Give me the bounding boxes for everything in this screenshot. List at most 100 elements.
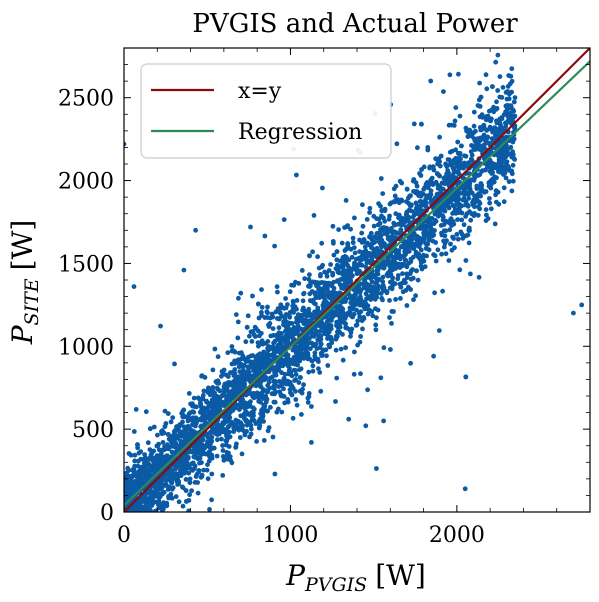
scatter-point <box>137 478 143 483</box>
scatter-point <box>187 410 193 416</box>
scatter-point <box>191 395 197 401</box>
scatter-point <box>244 324 250 330</box>
scatter-point <box>457 205 462 210</box>
scatter-point <box>176 499 182 505</box>
scatter-point <box>169 434 175 440</box>
scatter-point <box>207 430 213 436</box>
scatter-point <box>424 218 430 224</box>
y-axis-label-sub: SITE <box>21 278 43 325</box>
scatter-point <box>245 364 251 370</box>
scatter-point <box>183 459 189 465</box>
scatter-point <box>348 270 354 275</box>
scatter-point <box>337 264 343 270</box>
scatter-point <box>430 238 436 244</box>
scatter-point <box>128 452 134 458</box>
scatter-point <box>254 381 260 386</box>
scatter-point <box>179 410 185 416</box>
scatter-point <box>461 165 466 171</box>
y-axis-label-main: P <box>6 324 39 345</box>
scatter-point <box>509 66 515 72</box>
scatter-point <box>392 193 398 199</box>
scatter-point <box>423 246 429 251</box>
scatter-point <box>377 230 382 236</box>
scatter-point <box>256 301 261 307</box>
scatter-point <box>261 349 267 355</box>
scatter-point <box>316 333 322 339</box>
scatter-point <box>457 157 463 162</box>
scatter-point <box>419 121 424 127</box>
scatter-point <box>265 304 270 310</box>
scatter-point <box>401 253 406 259</box>
scatter-point <box>257 341 263 347</box>
scatter-point <box>220 421 225 427</box>
scatter-point <box>183 477 189 482</box>
x-tick-label: 2000 <box>429 523 485 548</box>
y-axis-label-unit: [W] <box>6 220 39 271</box>
scatter-point <box>245 376 251 381</box>
scatter-point <box>299 268 305 273</box>
scatter-point <box>370 313 376 319</box>
scatter-point <box>373 322 379 328</box>
scatter-point <box>285 333 290 339</box>
scatter-point <box>189 488 195 494</box>
scatter-point <box>280 363 286 369</box>
scatter-point <box>334 334 340 339</box>
scatter-point <box>147 463 153 468</box>
scatter-point <box>315 295 320 300</box>
scatter-point <box>124 480 129 485</box>
scatter-point <box>415 277 421 283</box>
scatter-point <box>337 282 343 287</box>
scatter-point <box>294 402 300 408</box>
scatter-point <box>301 382 306 388</box>
scatter-point <box>301 317 307 323</box>
scatter-point <box>455 139 461 145</box>
scatter-point <box>344 325 350 331</box>
scatter-point <box>240 423 245 428</box>
scatter-point <box>258 399 263 405</box>
scatter-point <box>475 103 481 108</box>
scatter-point <box>153 459 158 465</box>
scatter-point <box>201 467 207 473</box>
scatter-point <box>287 310 293 315</box>
scatter-point <box>418 263 424 269</box>
scatter-point <box>399 244 404 250</box>
scatter-point <box>388 347 393 352</box>
scatter-point <box>257 418 262 424</box>
scatter-point <box>172 361 177 367</box>
scatter-point <box>317 328 323 334</box>
scatter-point <box>449 160 454 166</box>
scatter-point <box>221 403 227 408</box>
scatter-point <box>449 122 454 128</box>
scatter-point <box>447 227 453 233</box>
scatter-point <box>133 483 139 489</box>
scatter-point <box>247 391 252 396</box>
axis-ticks <box>123 47 591 513</box>
scatter-point <box>248 404 253 409</box>
scatter-point <box>248 426 254 432</box>
scatter-point <box>168 419 174 425</box>
scatter-point <box>269 391 275 397</box>
scatter-point <box>262 233 268 239</box>
scatter-point <box>317 345 323 350</box>
scatter-point <box>157 501 162 507</box>
scatter-point <box>408 244 413 250</box>
scatter-point <box>437 134 442 140</box>
scatter-point <box>261 438 267 443</box>
scatter-point <box>212 346 218 352</box>
scatter-point <box>436 328 442 333</box>
scatter-point <box>192 463 198 469</box>
scatter-point <box>344 224 350 230</box>
scatter-point <box>388 200 394 206</box>
scatter-point <box>318 388 324 394</box>
scatter-point <box>307 346 313 352</box>
scatter-point <box>470 202 476 208</box>
scatter-point <box>458 161 464 167</box>
scatter-point <box>307 291 313 297</box>
scatter-point <box>131 284 137 289</box>
scatter-point <box>191 409 197 415</box>
scatter-point <box>233 417 239 423</box>
scatter-point <box>469 211 475 217</box>
scatter-point <box>408 203 414 209</box>
scatter-point <box>449 223 454 228</box>
scatter-point <box>453 210 459 216</box>
